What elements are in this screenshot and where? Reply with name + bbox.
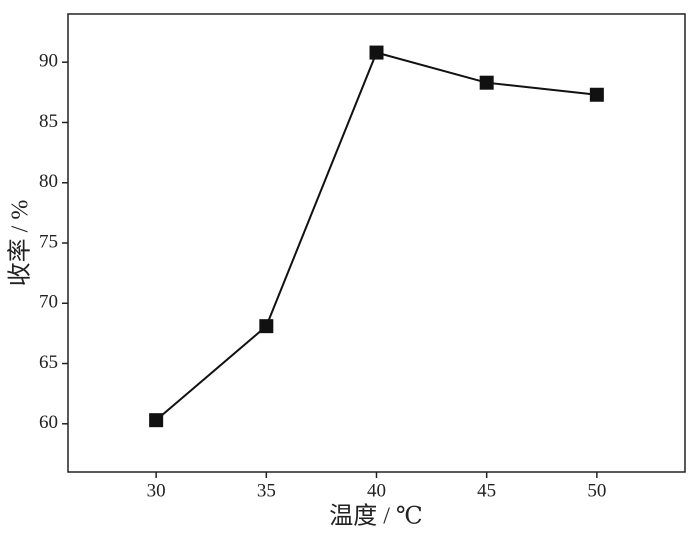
x-tick-label: 45 bbox=[477, 480, 496, 501]
y-tick-label: 80 bbox=[39, 171, 58, 192]
point-marker bbox=[259, 319, 274, 334]
plot-frame bbox=[67, 13, 686, 473]
x-tick-label: 30 bbox=[147, 480, 166, 501]
series-line bbox=[155, 51, 597, 421]
y-tick-label: 90 bbox=[39, 51, 58, 72]
y-tick-label: 70 bbox=[39, 292, 58, 313]
point-marker bbox=[369, 45, 384, 60]
y-tick-label: 65 bbox=[39, 352, 58, 373]
y-tick-label: 75 bbox=[39, 231, 58, 252]
y-tick-label: 85 bbox=[39, 111, 58, 132]
y-tick-label: 60 bbox=[39, 412, 58, 433]
point-marker bbox=[479, 75, 494, 90]
x-tick-label: 40 bbox=[367, 480, 386, 501]
x-axis-label: 温度 / ℃ bbox=[329, 503, 423, 530]
x-tick-label: 50 bbox=[587, 480, 606, 501]
point-marker bbox=[149, 413, 164, 428]
x-tick-label: 35 bbox=[257, 480, 276, 501]
point-marker bbox=[589, 87, 604, 102]
y-axis-label: 收率 / % bbox=[7, 200, 34, 287]
